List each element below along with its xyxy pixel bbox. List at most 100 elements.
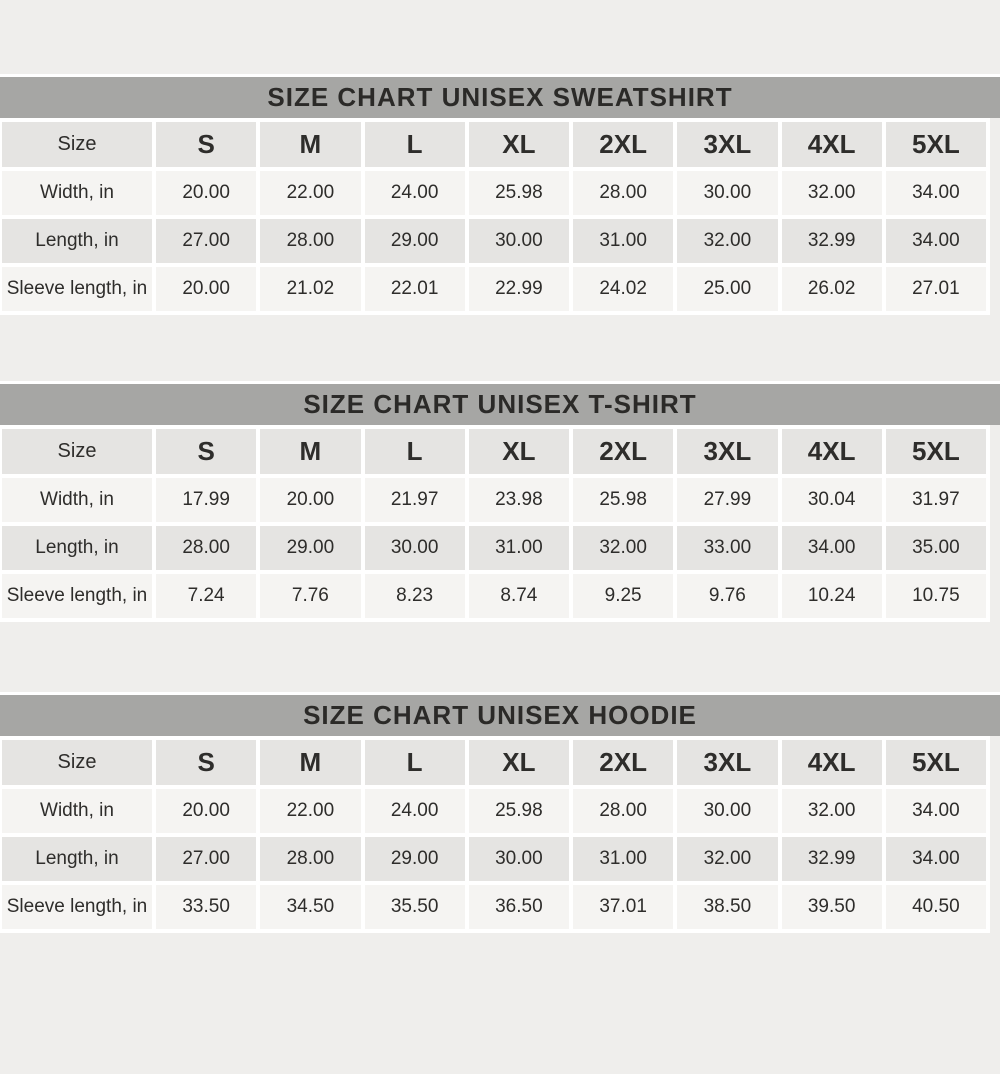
measurement-row: Length, in 27.00 28.00 29.00 30.00 31.00 32.00… <box>2 837 986 881</box>
size-value-cell: 33.00 <box>677 526 778 570</box>
column-header-l: L <box>364 122 465 167</box>
tshirt-size-chart-section: SIZE CHART UNISEX T-SHIRT Size S M L XL 2XL 3X… <box>0 381 1000 622</box>
size-value-cell: 32.00 <box>677 219 778 263</box>
column-header-row: Size S M L XL 2XL 3XL 4XL 5XL <box>2 429 986 474</box>
size-value-cell: 21.02 <box>260 267 361 311</box>
size-value-cell: 20.00 <box>260 478 361 522</box>
size-value-cell: 37.01 <box>573 885 674 929</box>
size-value-cell: 32.99 <box>781 837 882 881</box>
size-value-cell: 34.00 <box>781 526 882 570</box>
size-value-cell: 30.00 <box>468 837 569 881</box>
column-header-4xl: 4XL <box>781 122 882 167</box>
column-header-l: L <box>364 740 465 785</box>
tshirt-size-table: Size S M L XL 2XL 3XL 4XL 5XL Width, in 17.99 20.00… <box>0 425 990 622</box>
size-value-cell: 27.99 <box>677 478 778 522</box>
row-label: Length, in <box>2 837 152 881</box>
size-value-cell: 32.00 <box>781 789 882 833</box>
size-value-cell: 10.24 <box>781 574 882 618</box>
size-value-cell: 25.98 <box>468 789 569 833</box>
column-header-s: S <box>156 740 257 785</box>
sweatshirt-size-chart-section: SIZE CHART UNISEX SWEATSHIRT Size S M L XL 2X… <box>0 74 1000 315</box>
measurement-row: Sleeve length, in 20.00 21.02 22.01 22.99 24.… <box>2 267 986 311</box>
column-header-xl: XL <box>468 429 569 474</box>
size-value-cell: 9.76 <box>677 574 778 618</box>
measurement-row: Length, in 28.00 29.00 30.00 31.00 32.00 33.00… <box>2 526 986 570</box>
size-value-cell: 28.00 <box>260 219 361 263</box>
size-value-cell: 34.00 <box>885 789 986 833</box>
hoodie-size-chart-section: SIZE CHART UNISEX HOODIE Size S M L XL 2XL 3XL… <box>0 692 1000 933</box>
size-value-cell: 29.00 <box>364 837 465 881</box>
size-value-cell: 30.04 <box>781 478 882 522</box>
column-header-3xl: 3XL <box>677 122 778 167</box>
size-value-cell: 26.02 <box>781 267 882 311</box>
row-label: Width, in <box>2 171 152 215</box>
size-value-cell: 34.00 <box>885 837 986 881</box>
size-value-cell: 22.00 <box>260 789 361 833</box>
column-header-row: Size S M L XL 2XL 3XL 4XL 5XL <box>2 740 986 785</box>
size-value-cell: 8.74 <box>468 574 569 618</box>
size-value-cell: 28.00 <box>573 789 674 833</box>
column-header-5xl: 5XL <box>885 122 986 167</box>
row-label: Sleeve length, in <box>2 885 152 929</box>
size-value-cell: 7.76 <box>260 574 361 618</box>
size-value-cell: 31.00 <box>573 219 674 263</box>
column-header-4xl: 4XL <box>781 740 882 785</box>
row-label: Width, in <box>2 789 152 833</box>
column-header-m: M <box>260 429 361 474</box>
size-value-cell: 22.00 <box>260 171 361 215</box>
size-value-cell: 28.00 <box>260 837 361 881</box>
size-value-cell: 20.00 <box>156 171 257 215</box>
sweatshirt-title-bar: SIZE CHART UNISEX SWEATSHIRT <box>0 77 1000 118</box>
sweatshirt-size-table: Size S M L XL 2XL 3XL 4XL 5XL Width, in 20.00 22.00… <box>0 118 990 315</box>
size-value-cell: 28.00 <box>156 526 257 570</box>
tshirt-title-bar: SIZE CHART UNISEX T-SHIRT <box>0 384 1000 425</box>
column-header-m: M <box>260 740 361 785</box>
size-value-cell: 27.01 <box>885 267 986 311</box>
size-value-cell: 9.25 <box>573 574 674 618</box>
size-value-cell: 7.24 <box>156 574 257 618</box>
measurement-row: Width, in 20.00 22.00 24.00 25.98 28.00 30.00 3… <box>2 789 986 833</box>
size-value-cell: 25.98 <box>573 478 674 522</box>
size-value-cell: 32.99 <box>781 219 882 263</box>
size-header-cell: Size <box>2 740 152 785</box>
size-value-cell: 10.75 <box>885 574 986 618</box>
size-header-cell: Size <box>2 122 152 167</box>
column-header-xl: XL <box>468 122 569 167</box>
size-value-cell: 27.00 <box>156 837 257 881</box>
hoodie-title-bar: SIZE CHART UNISEX HOODIE <box>0 695 1000 736</box>
column-header-3xl: 3XL <box>677 429 778 474</box>
size-value-cell: 39.50 <box>781 885 882 929</box>
size-value-cell: 33.50 <box>156 885 257 929</box>
column-header-s: S <box>156 429 257 474</box>
row-label: Length, in <box>2 219 152 263</box>
size-value-cell: 27.00 <box>156 219 257 263</box>
size-value-cell: 29.00 <box>260 526 361 570</box>
sweatshirt-chart-title: SIZE CHART UNISEX SWEATSHIRT <box>267 82 733 112</box>
size-value-cell: 25.98 <box>468 171 569 215</box>
row-label: Width, in <box>2 478 152 522</box>
measurement-row: Width, in 17.99 20.00 21.97 23.98 25.98 27.99 3… <box>2 478 986 522</box>
column-header-2xl: 2XL <box>573 740 674 785</box>
size-value-cell: 21.97 <box>364 478 465 522</box>
size-value-cell: 31.97 <box>885 478 986 522</box>
size-value-cell: 25.00 <box>677 267 778 311</box>
measurement-row: Sleeve length, in 33.50 34.50 35.50 36.50 37.… <box>2 885 986 929</box>
size-value-cell: 32.00 <box>781 171 882 215</box>
size-value-cell: 8.23 <box>364 574 465 618</box>
size-value-cell: 32.00 <box>677 837 778 881</box>
size-value-cell: 20.00 <box>156 789 257 833</box>
column-header-4xl: 4XL <box>781 429 882 474</box>
size-value-cell: 24.00 <box>364 171 465 215</box>
size-value-cell: 35.00 <box>885 526 986 570</box>
column-header-2xl: 2XL <box>573 429 674 474</box>
size-value-cell: 22.99 <box>468 267 569 311</box>
column-header-5xl: 5XL <box>885 429 986 474</box>
column-header-l: L <box>364 429 465 474</box>
measurement-row: Width, in 20.00 22.00 24.00 25.98 28.00 30.00 3… <box>2 171 986 215</box>
size-value-cell: 34.50 <box>260 885 361 929</box>
hoodie-size-table: Size S M L XL 2XL 3XL 4XL 5XL Width, in 20.00 22.00… <box>0 736 990 933</box>
size-value-cell: 38.50 <box>677 885 778 929</box>
size-value-cell: 29.00 <box>364 219 465 263</box>
size-value-cell: 30.00 <box>677 171 778 215</box>
size-value-cell: 35.50 <box>364 885 465 929</box>
